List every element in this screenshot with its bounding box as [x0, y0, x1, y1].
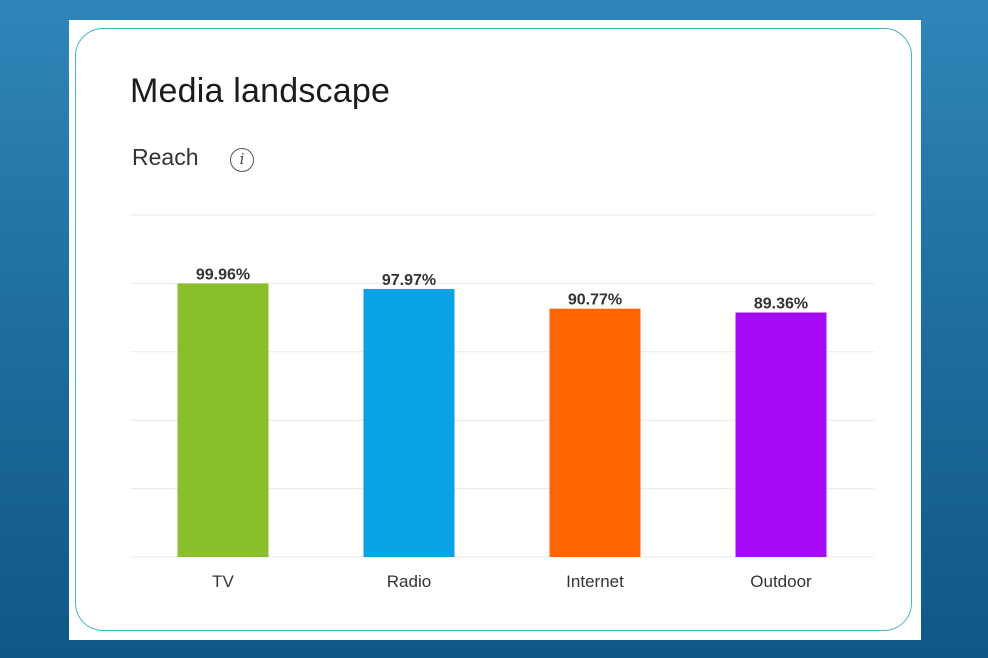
- data-label-tv: 99.96%: [196, 267, 250, 284]
- data-label-radio: 97.97%: [382, 272, 436, 289]
- card-title: Media landscape: [130, 72, 391, 110]
- data-label-outdoor: 89.36%: [754, 296, 808, 313]
- x-tick-label-radio: Radio: [387, 572, 431, 591]
- x-tick-label-tv: TV: [212, 572, 234, 591]
- info-icon[interactable]: i: [230, 148, 254, 172]
- bar-outdoor: [735, 312, 827, 557]
- bar-radio: [363, 288, 455, 557]
- bar-chart: 99.96% TV 97.97% Radio 90.77% Internet 89.36% O…: [130, 214, 874, 591]
- bar-tv: [177, 283, 269, 557]
- x-tick-label-outdoor: Outdoor: [750, 572, 812, 591]
- metric-label: Reach: [132, 144, 199, 170]
- bar-internet: [549, 308, 641, 557]
- x-tick-label-internet: Internet: [566, 572, 624, 591]
- chart-panel: Media landscape Reach i 99.96% TV 97.97% Ra…: [69, 20, 921, 640]
- data-label-internet: 90.77%: [568, 292, 622, 309]
- chart-card: [75, 28, 912, 631]
